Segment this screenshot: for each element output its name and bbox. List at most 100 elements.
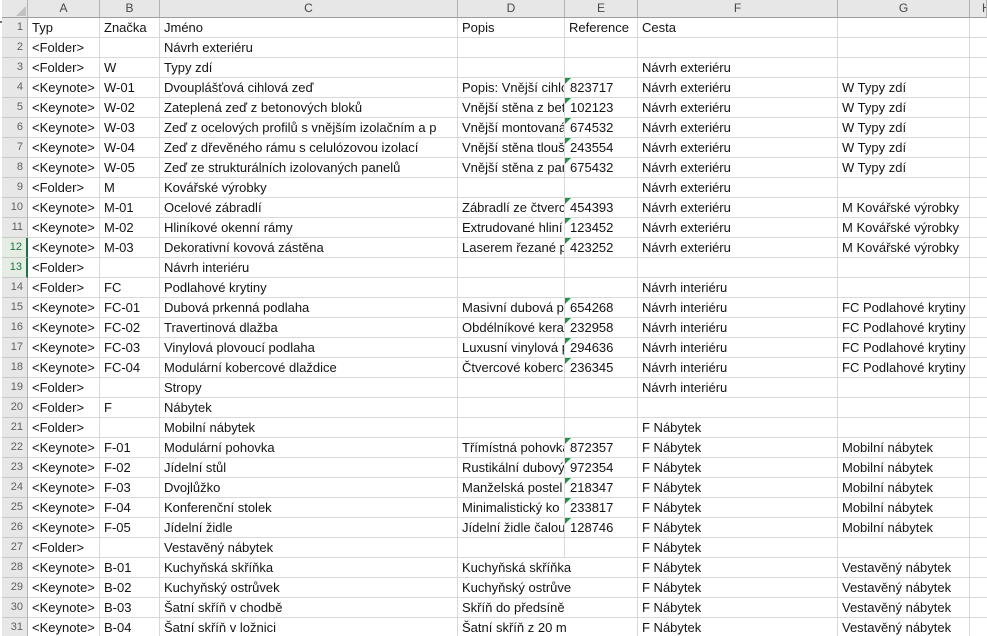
cell-C17[interactable]: Vinylová plovoucí podlaha	[160, 338, 458, 358]
cell-B5[interactable]: W-02	[100, 98, 160, 118]
cell-B2[interactable]	[100, 38, 160, 58]
cell-E6[interactable]: 674532	[565, 118, 638, 138]
cell-C22[interactable]: Modulární pohovka	[160, 438, 458, 458]
cell-D23[interactable]: Rustikální dubový	[458, 458, 565, 478]
cell-F11[interactable]: Návrh exteriéru	[638, 218, 838, 238]
cell-A7[interactable]: <Keynote>	[28, 138, 100, 158]
cell-C11[interactable]: Hliníkové okenní rámy	[160, 218, 458, 238]
row-header-7[interactable]: 7	[2, 138, 28, 158]
row-header-20[interactable]: 20	[2, 398, 28, 418]
cell-C20[interactable]: Nábytek	[160, 398, 458, 418]
cell-F5[interactable]: Návrh exteriéru	[638, 98, 838, 118]
cell-G13[interactable]	[838, 258, 970, 278]
cell-H8[interactable]	[970, 158, 987, 178]
cell-B24[interactable]: F-03	[100, 478, 160, 498]
cell-C26[interactable]: Jídelní židle	[160, 518, 458, 538]
cell-H11[interactable]	[970, 218, 987, 238]
cell-D8[interactable]: Vnější stěna z par	[458, 158, 565, 178]
cell-A31[interactable]: <Keynote>	[28, 618, 100, 636]
cell-H18[interactable]	[970, 358, 987, 378]
cell-D20[interactable]	[458, 398, 565, 418]
cell-C10[interactable]: Ocelové zábradlí	[160, 198, 458, 218]
cell-B8[interactable]: W-05	[100, 158, 160, 178]
cell-G4[interactable]: W Typy zdí	[838, 78, 970, 98]
cell-C16[interactable]: Travertinová dlažba	[160, 318, 458, 338]
cell-A5[interactable]: <Keynote>	[28, 98, 100, 118]
row-header-21[interactable]: 21	[2, 418, 28, 438]
cell-A10[interactable]: <Keynote>	[28, 198, 100, 218]
cell-G30[interactable]: Vestavěný nábytek	[838, 598, 970, 618]
column-header-E[interactable]: E	[565, 0, 638, 18]
cell-B12[interactable]: M-03	[100, 238, 160, 258]
cell-H10[interactable]	[970, 198, 987, 218]
row-header-6[interactable]: 6	[2, 118, 28, 138]
cell-C9[interactable]: Kovářské výrobky	[160, 178, 458, 198]
cell-B22[interactable]: F-01	[100, 438, 160, 458]
cell-D31[interactable]: Šatní skříň z 20 m	[458, 618, 638, 636]
cell-C4[interactable]: Dvouplášťová cihlová zeď	[160, 78, 458, 98]
cell-A24[interactable]: <Keynote>	[28, 478, 100, 498]
cell-A13[interactable]: <Folder>	[28, 258, 100, 278]
row-header-25[interactable]: 25	[2, 498, 28, 518]
cell-E22[interactable]: 872357	[565, 438, 638, 458]
cell-D17[interactable]: Luxusní vinylová p	[458, 338, 565, 358]
row-header-31[interactable]: 31	[2, 618, 28, 636]
cell-A23[interactable]: <Keynote>	[28, 458, 100, 478]
cell-A21[interactable]: <Folder>	[28, 418, 100, 438]
cell-A16[interactable]: <Keynote>	[28, 318, 100, 338]
cell-B25[interactable]: F-04	[100, 498, 160, 518]
cell-F27[interactable]: F Nábytek	[638, 538, 838, 558]
cell-D26[interactable]: Jídelní židle čalou	[458, 518, 565, 538]
cell-E8[interactable]: 675432	[565, 158, 638, 178]
row-header-27[interactable]: 27	[2, 538, 28, 558]
cell-E5[interactable]: 102123	[565, 98, 638, 118]
cell-A22[interactable]: <Keynote>	[28, 438, 100, 458]
cell-B10[interactable]: M-01	[100, 198, 160, 218]
select-all-corner[interactable]	[2, 0, 28, 18]
cell-B21[interactable]	[100, 418, 160, 438]
cell-C30[interactable]: Šatní skříň v chodbě	[160, 598, 458, 618]
cell-C21[interactable]: Mobilní nábytek	[160, 418, 458, 438]
cell-A27[interactable]: <Folder>	[28, 538, 100, 558]
cell-G16[interactable]: FC Podlahové krytiny	[838, 318, 970, 338]
cell-D29[interactable]: Kuchyňský ostrůve	[458, 578, 638, 598]
cell-G26[interactable]: Mobilní nábytek	[838, 518, 970, 538]
cell-A6[interactable]: <Keynote>	[28, 118, 100, 138]
cell-A29[interactable]: <Keynote>	[28, 578, 100, 598]
cell-F8[interactable]: Návrh exteriéru	[638, 158, 838, 178]
cell-B6[interactable]: W-03	[100, 118, 160, 138]
cell-F12[interactable]: Návrh exteriéru	[638, 238, 838, 258]
cell-G24[interactable]: Mobilní nábytek	[838, 478, 970, 498]
cell-B9[interactable]: M	[100, 178, 160, 198]
cell-H30[interactable]	[970, 598, 987, 618]
cell-F3[interactable]: Návrh exteriéru	[638, 58, 838, 78]
cell-D30[interactable]: Skříň do předsíně	[458, 598, 638, 618]
cell-E16[interactable]: 232958	[565, 318, 638, 338]
cell-B3[interactable]: W	[100, 58, 160, 78]
cell-H23[interactable]	[970, 458, 987, 478]
cell-H4[interactable]	[970, 78, 987, 98]
cell-G18[interactable]: FC Podlahové krytiny	[838, 358, 970, 378]
cell-C27[interactable]: Vestavěný nábytek	[160, 538, 458, 558]
cell-G22[interactable]: Mobilní nábytek	[838, 438, 970, 458]
cell-D10[interactable]: Zábradlí ze čtverco	[458, 198, 565, 218]
cell-H21[interactable]	[970, 418, 987, 438]
cell-A14[interactable]: <Folder>	[28, 278, 100, 298]
cell-H3[interactable]	[970, 58, 987, 78]
row-header-9[interactable]: 9	[2, 178, 28, 198]
cell-H26[interactable]	[970, 518, 987, 538]
cell-C19[interactable]: Stropy	[160, 378, 458, 398]
row-header-18[interactable]: 18	[2, 358, 28, 378]
cell-D25[interactable]: Minimalistický ko	[458, 498, 565, 518]
cell-H17[interactable]	[970, 338, 987, 358]
cell-B13[interactable]	[100, 258, 160, 278]
cell-E9[interactable]	[565, 178, 638, 198]
cell-D5[interactable]: Vnější stěna z beto	[458, 98, 565, 118]
cell-H24[interactable]	[970, 478, 987, 498]
cell-F10[interactable]: Návrh exteriéru	[638, 198, 838, 218]
column-header-H[interactable]: H	[970, 0, 987, 18]
cell-D3[interactable]	[458, 58, 565, 78]
cell-E27[interactable]	[565, 538, 638, 558]
cell-G27[interactable]	[838, 538, 970, 558]
row-header-1[interactable]: 1	[2, 18, 28, 38]
